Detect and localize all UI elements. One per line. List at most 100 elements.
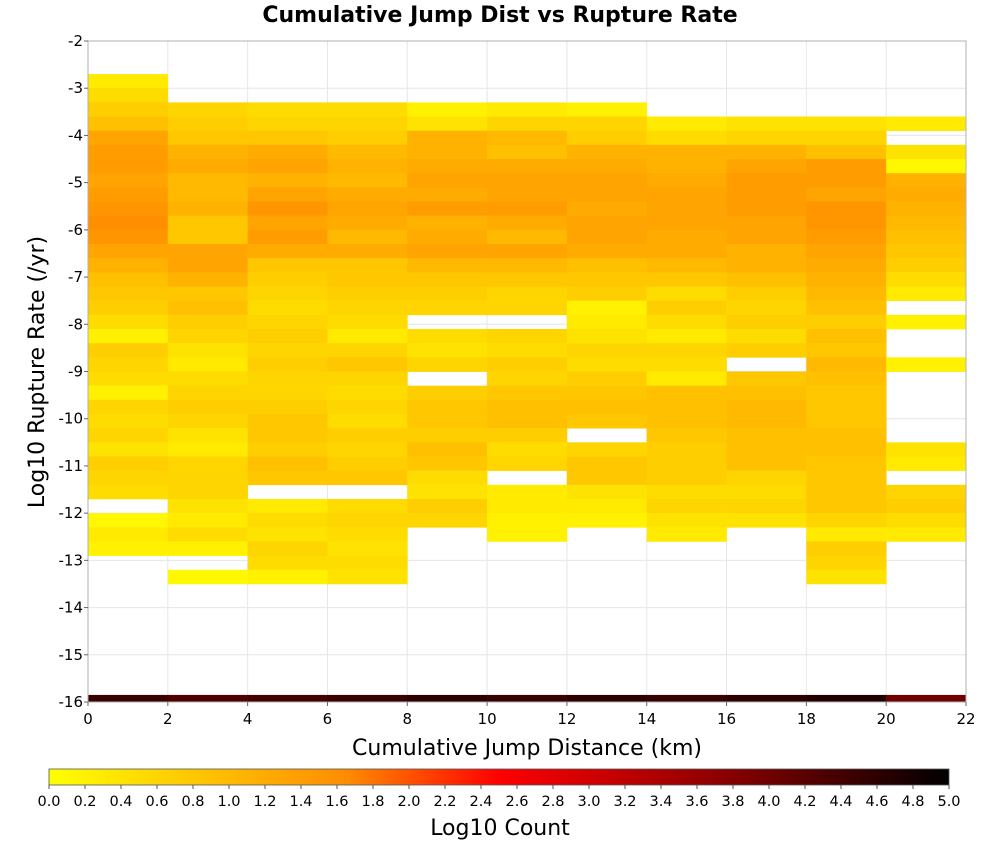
heatmap-cell [167,513,248,528]
heatmap-cell [88,385,169,401]
heatmap-cell [566,116,648,132]
heatmap-cell [327,201,408,216]
heatmap-cell [88,258,169,273]
heatmap-cells [88,74,967,585]
heatmap-cell [487,272,568,287]
heatmap-cell [88,527,169,542]
heatmap-cell [487,498,568,514]
heatmap-cell [167,541,248,556]
heatmap-cell [806,527,887,542]
colorbar-tick-label: 1.0 [217,794,240,810]
heatmap-cell [487,442,568,457]
heatmap-cell [327,159,408,174]
heatmap-cell [886,484,967,500]
heatmap-cell [407,102,488,117]
heatmap-cell [566,173,648,188]
heatmap-cell [487,399,568,415]
heatmap-cell [88,470,169,486]
x-axis-ticks: 0 2 4 6 8 10 12 14 16 18 20 22 [83,702,976,728]
heatmap-cell [726,300,807,316]
heatmap-cell [566,102,648,117]
heatmap-cell [726,343,807,358]
heatmap-cell [646,456,727,471]
colorbar-tick-label: 2.8 [541,794,564,810]
heatmap-cell [726,130,807,146]
heatmap-cell [88,102,169,117]
heatmap-cell [886,187,967,202]
heatmap-cell [646,399,727,415]
heatmap-cell [566,201,648,216]
heatmap-cell [167,357,248,372]
heatmap-cell [327,116,408,132]
heatmap-cell [487,116,568,132]
heatmap-cell [407,272,488,287]
y-axis-label: Log10 Rupture Rate (/yr) [25,236,50,508]
heatmap-cell [487,329,568,344]
heatmap-cell [88,357,169,372]
colorbar-tick-label: 4.2 [793,794,816,810]
heatmap-cell [167,173,248,188]
heatmap-cell [566,456,648,471]
heatmap-cell [167,258,248,273]
heatmap-cell [167,244,248,259]
heatmap-cell [167,130,248,146]
heatmap-cell [407,286,488,301]
y-tick-label: -14 [59,599,84,617]
heatmap-cell [487,385,568,401]
heatmap-cell [167,498,248,514]
heatmap-cell [726,244,807,259]
heatmap-cell [726,258,807,273]
heatmap-cell [487,300,568,316]
heatmap-cell [247,130,328,146]
heatmap-cell [726,159,807,174]
heatmap-cell [167,329,248,344]
heatmap-cell [806,116,887,132]
heatmap-cell [886,159,967,174]
heatmap-cell [566,513,648,528]
y-tick-label: -7 [68,268,83,286]
heatmap-cell [88,116,169,132]
heatmap-cell [247,399,328,415]
heatmap-cell [886,314,967,330]
heatmap-cell [247,286,328,301]
heatmap-cell [327,272,408,287]
heatmap-cell [167,428,248,443]
heatmap-cell [806,329,887,344]
heatmap-cell [806,484,887,500]
heatmap-cell [646,159,727,174]
colorbar [48,768,950,786]
y-tick-label: -6 [68,221,83,239]
heatmap-cell [487,201,568,216]
heatmap-cell [646,371,727,386]
heatmap-cell [327,470,408,486]
heatmap-cell [167,314,248,330]
heatmap-cell [407,329,488,344]
heatmap-cell [726,173,807,188]
heatmap-cell [247,258,328,273]
heatmap-cell [407,258,488,273]
heatmap-cell [247,343,328,358]
heatmap-cell [327,399,408,415]
heatmap-cell [247,116,328,132]
heatmap-cell [886,442,967,457]
heatmap-cell [88,484,169,500]
heatmap-cell [407,116,488,132]
heatmap-cell [646,513,727,528]
heatmap-cell [407,130,488,146]
heatmap-cell [88,173,169,188]
heatmap-cell [566,470,648,486]
heatmap-cell [726,144,807,160]
heatmap-cell [726,272,807,287]
colorbar-tick-label: 3.0 [577,794,600,810]
heatmap-cell [886,116,967,132]
heatmap-cell [646,329,727,344]
heatmap-cell [646,385,727,401]
heatmap-cell [407,357,488,372]
heatmap-cell [886,498,967,514]
heatmap-cell [806,187,887,202]
heatmap-cell [566,159,648,174]
heatmap-cell [566,272,648,287]
heatmap-cell [726,513,807,528]
heatmap-cell [407,513,488,528]
heatmap-cell [726,385,807,401]
